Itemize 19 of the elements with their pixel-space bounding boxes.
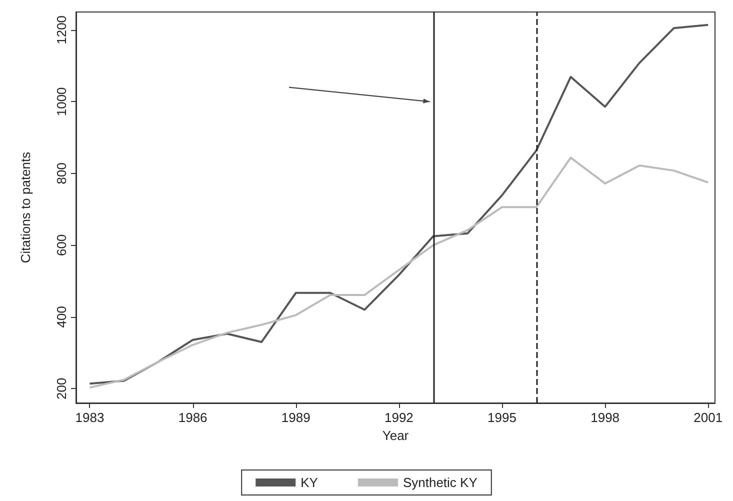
y-tick-label: 800 (54, 162, 69, 184)
x-tick-label: 2001 (694, 410, 723, 425)
y-tick-label: 1200 (54, 15, 69, 44)
line-series (88, 24, 710, 385)
legend-label: Synthetic KY (402, 475, 478, 490)
y-tick-label: 200 (54, 378, 69, 400)
x-tick-label: 1983 (75, 410, 104, 425)
x-tick-label: 1998 (590, 410, 620, 425)
y-tick-label: 1000 (54, 87, 69, 116)
x-tick-label: 1986 (178, 410, 208, 425)
legend-label: KY (300, 475, 318, 490)
x-axis-title: Year (382, 428, 410, 443)
x-tick-label: 1989 (281, 410, 310, 425)
y-axis-title: Citations to patents (18, 151, 33, 264)
y-tick-label: 400 (54, 306, 69, 328)
y-tick-label: 600 (54, 234, 69, 256)
x-tick-label: 1995 (488, 410, 516, 425)
x-tick-label: 1992 (384, 410, 414, 425)
line-series (88, 156, 710, 389)
